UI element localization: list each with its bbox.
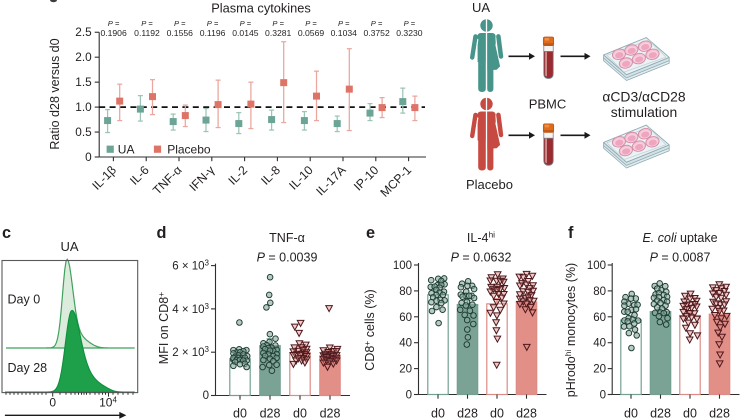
svg-text:E. coli uptake: E. coli uptake: [642, 231, 717, 245]
svg-text:UA: UA: [60, 239, 78, 254]
svg-text:0.1192: 0.1192: [134, 28, 160, 38]
svg-text:0.3281: 0.3281: [265, 28, 292, 38]
svg-text:2.5: 2.5: [75, 25, 92, 39]
svg-text:Placebo: Placebo: [466, 177, 513, 192]
svg-text:P =: P =: [371, 19, 383, 28]
svg-text:0.0145: 0.0145: [232, 28, 259, 38]
svg-text:P =: P =: [207, 19, 219, 28]
svg-text:0: 0: [600, 390, 606, 402]
svg-text:0.0569: 0.0569: [298, 28, 325, 38]
svg-text:IL-17A: IL-17A: [313, 162, 349, 198]
svg-text:P =: P =: [272, 19, 284, 28]
svg-text:P = 0.0632: P = 0.0632: [451, 251, 512, 265]
svg-text:IL-2: IL-2: [225, 163, 250, 188]
svg-text:d0: d0: [293, 407, 307, 420]
svg-text:40: 40: [593, 338, 606, 350]
svg-text:80: 80: [399, 286, 412, 298]
svg-text:P = 0.0087: P = 0.0087: [650, 251, 711, 265]
svg-text:IL-10: IL-10: [286, 163, 316, 193]
svg-text:Day 0: Day 0: [8, 293, 41, 307]
svg-text:Placebo: Placebo: [167, 142, 211, 156]
svg-text:P = 0.0039: P = 0.0039: [257, 251, 318, 265]
svg-text:Plasma cytokines: Plasma cytokines: [211, 1, 311, 16]
svg-text:60: 60: [399, 312, 412, 324]
svg-text:e: e: [366, 224, 375, 242]
svg-text:1.0: 1.0: [75, 100, 92, 114]
svg-text:100: 100: [587, 260, 606, 272]
svg-text:UA: UA: [118, 142, 135, 156]
svg-text:2 × 103: 2 × 103: [172, 345, 209, 359]
svg-text:MFI on CD8+: MFI on CD8+: [156, 292, 171, 364]
svg-text:80: 80: [593, 286, 606, 298]
svg-text:d28: d28: [457, 407, 478, 420]
svg-text:20: 20: [593, 364, 606, 376]
svg-text:0.1556: 0.1556: [167, 28, 194, 38]
svg-text:Ratio d28 versus d0: Ratio d28 versus d0: [48, 38, 62, 149]
svg-text:0.1196: 0.1196: [200, 28, 226, 38]
svg-text:IL-8: IL-8: [258, 163, 283, 188]
svg-text:20: 20: [399, 364, 412, 376]
svg-text:d28: d28: [709, 407, 730, 420]
svg-text:f: f: [568, 224, 574, 242]
svg-text:c: c: [2, 224, 11, 242]
svg-text:0.3752: 0.3752: [363, 28, 390, 38]
svg-text:Day 28: Day 28: [8, 361, 48, 375]
svg-text:0: 0: [85, 150, 92, 164]
svg-text:stimulation: stimulation: [611, 104, 677, 120]
svg-text:d28: d28: [516, 407, 537, 420]
svg-text:IL-6: IL-6: [127, 163, 152, 188]
svg-text:1.5: 1.5: [75, 75, 92, 89]
svg-text:6 × 103: 6 × 103: [172, 259, 209, 273]
svg-text:d0: d0: [431, 407, 445, 420]
svg-text:d0: d0: [683, 407, 697, 420]
svg-text:40: 40: [399, 338, 412, 350]
svg-text:TNF-α: TNF-α: [269, 231, 305, 245]
svg-text:P =: P =: [338, 19, 350, 28]
svg-text:IL-4hi: IL-4hi: [467, 230, 495, 246]
svg-text:2.0: 2.0: [75, 50, 92, 64]
svg-text:d0: d0: [624, 407, 638, 420]
svg-text:104: 104: [99, 396, 117, 410]
svg-text:d28: d28: [320, 407, 341, 420]
svg-text:IP-10: IP-10: [351, 163, 382, 194]
svg-text:UA: UA: [472, 0, 490, 15]
svg-text:P =: P =: [174, 19, 186, 28]
svg-text:P =: P =: [141, 19, 153, 28]
svg-text:P =: P =: [404, 19, 416, 28]
svg-text:0: 0: [406, 390, 412, 402]
svg-text:d28: d28: [260, 407, 281, 420]
svg-text:0.3230: 0.3230: [396, 28, 423, 38]
svg-text:TNF-α: TNF-α: [150, 163, 185, 198]
svg-text:αCD3/αCD28: αCD3/αCD28: [602, 89, 685, 105]
svg-text:0: 0: [49, 396, 56, 410]
svg-text:CD8+ cells (%): CD8+ cells (%): [362, 289, 377, 370]
svg-text:P =: P =: [240, 19, 252, 28]
svg-text:0.1034: 0.1034: [331, 28, 358, 38]
svg-text:pHrodohi monocytes (%): pHrodohi monocytes (%): [563, 263, 578, 397]
svg-text:0.5: 0.5: [75, 125, 92, 139]
svg-text:d0: d0: [490, 407, 504, 420]
svg-text:4 × 103: 4 × 103: [172, 302, 209, 316]
svg-text:d0: d0: [233, 407, 247, 420]
svg-text:0.1906: 0.1906: [100, 28, 127, 38]
svg-text:0: 0: [203, 390, 209, 402]
svg-text:P =: P =: [108, 19, 120, 28]
svg-text:60: 60: [593, 312, 606, 324]
svg-text:d: d: [157, 224, 167, 242]
svg-text:d28: d28: [650, 407, 671, 420]
svg-text:MCP-1: MCP-1: [378, 163, 415, 200]
svg-text:PBMC: PBMC: [529, 97, 567, 112]
svg-text:IFN-γ: IFN-γ: [186, 162, 218, 194]
svg-text:P =: P =: [305, 19, 317, 28]
svg-text:100: 100: [393, 260, 412, 272]
svg-text:IL-1β: IL-1β: [89, 163, 119, 193]
